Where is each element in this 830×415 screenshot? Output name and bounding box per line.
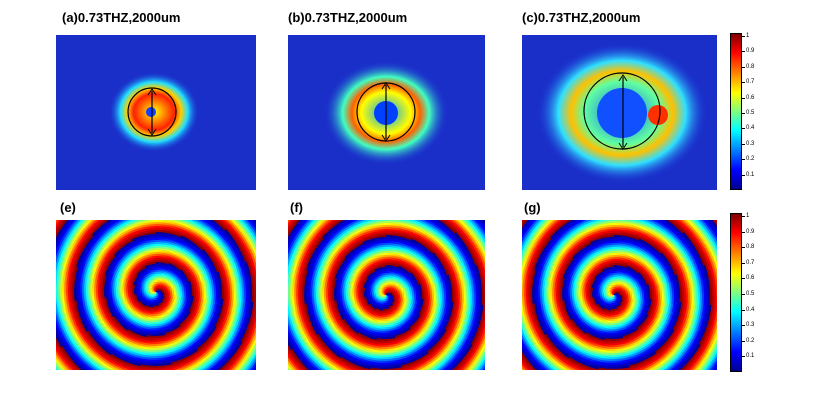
tick-label: 0.5 [746, 110, 755, 116]
panel-label: (a)0.73THZ,2000um [62, 10, 181, 25]
phase-ring [154, 290, 158, 294]
tick-label: 1 [746, 213, 750, 219]
tick-label: 0.8 [746, 63, 755, 70]
tick-mark [742, 356, 745, 358]
tick-mark [742, 113, 745, 114]
panel-label: (c)0.73THZ,2000um [522, 10, 641, 25]
phase-map [56, 220, 256, 370]
tick-mark [742, 66, 745, 68]
tick-mark [742, 36, 745, 37]
tick-label: 0.6 [746, 94, 755, 101]
tick-label: 0.2 [746, 156, 755, 163]
tick-mark [742, 159, 745, 161]
tick-mark [742, 82, 745, 84]
phase-map [522, 220, 717, 370]
tick-mark [742, 309, 745, 311]
tick-label: 0.2 [746, 337, 755, 344]
panel-label: (f) [290, 200, 303, 215]
tick-label: 0.8 [746, 244, 755, 251]
tick-mark [742, 128, 745, 130]
tick-label: 0.7 [746, 79, 755, 86]
tick-mark [742, 174, 745, 176]
tick-mark [742, 143, 745, 145]
tick-label: 1 [746, 33, 750, 39]
phase-map [288, 220, 485, 370]
intensity-map [288, 35, 485, 190]
tick-mark [742, 262, 745, 264]
intensity-map [522, 35, 717, 190]
intensity-map [56, 35, 256, 190]
tick-label: 0.3 [746, 140, 755, 147]
tick-label: 0.5 [746, 291, 755, 297]
phase-ring [384, 293, 388, 297]
tick-mark [742, 294, 745, 295]
tick-label: 0.4 [746, 125, 755, 132]
tick-mark [742, 278, 745, 280]
tick-label: 0.1 [746, 353, 755, 360]
colorbar [730, 33, 742, 190]
tick-label: 0.4 [746, 306, 755, 313]
tick-label: 0.9 [746, 228, 755, 235]
tick-label: 0.6 [746, 275, 755, 282]
panel-label: (g) [524, 200, 541, 215]
tick-mark [742, 51, 745, 53]
phase-ring [612, 293, 616, 297]
tick-mark [742, 97, 745, 99]
colorbar [730, 213, 742, 372]
tick-label: 0.3 [746, 322, 755, 329]
tick-label: 0.7 [746, 259, 755, 266]
tick-mark [742, 340, 745, 342]
panel-label: (b)0.73THZ,2000um [288, 10, 408, 25]
tick-mark [742, 325, 745, 327]
tick-mark [742, 231, 745, 233]
tick-mark [742, 216, 745, 217]
tick-label: 0.9 [746, 48, 755, 55]
panel-label: (e) [60, 200, 76, 215]
tick-label: 0.1 [746, 171, 755, 178]
tick-mark [742, 247, 745, 249]
